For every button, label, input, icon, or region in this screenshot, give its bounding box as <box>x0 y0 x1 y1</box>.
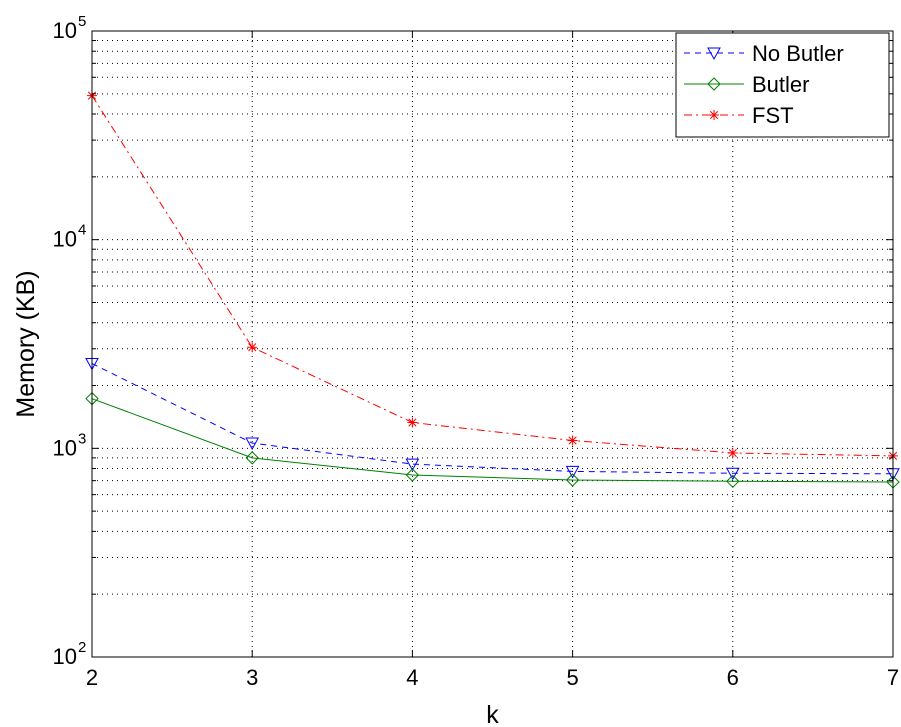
y-tick-exponent: 5 <box>78 13 86 30</box>
series-fst <box>87 91 898 461</box>
x-tick-label: 3 <box>246 665 258 690</box>
legend-marker-fst <box>709 110 719 120</box>
x-tick-label: 5 <box>566 665 578 690</box>
y-tick-exponent: 2 <box>78 639 86 656</box>
data-point-fst <box>247 342 257 352</box>
series-line-butler <box>92 399 893 482</box>
series-no-butler <box>86 359 899 480</box>
x-tick-label: 7 <box>887 665 899 690</box>
y-tick-exponent: 3 <box>78 430 86 447</box>
series-line-no-butler <box>92 364 893 474</box>
legend: No Butler Butler FST <box>676 33 889 137</box>
x-tick-label: 6 <box>727 665 739 690</box>
series-layer <box>86 91 899 488</box>
y-tick-label: 10 <box>53 227 77 252</box>
x-tick-label: 4 <box>406 665 418 690</box>
y-tick-label: 10 <box>53 435 77 460</box>
y-tick-label: 10 <box>53 18 77 43</box>
legend-label-butler: Butler <box>752 72 809 97</box>
legend-label-no-butler: No Butler <box>752 41 844 66</box>
x-tick-label: 2 <box>86 665 98 690</box>
data-point-fst <box>407 417 417 427</box>
series-line-fst <box>92 96 893 456</box>
legend-label-fst: FST <box>752 103 794 128</box>
y-tick-label: 10 <box>53 644 77 669</box>
y-tick-exponent: 4 <box>78 222 86 239</box>
data-point-fst <box>568 436 578 446</box>
y-axis-title: Memory (KB) <box>12 270 40 417</box>
x-axis-title: k <box>486 701 499 727</box>
data-point-fst <box>728 448 738 458</box>
